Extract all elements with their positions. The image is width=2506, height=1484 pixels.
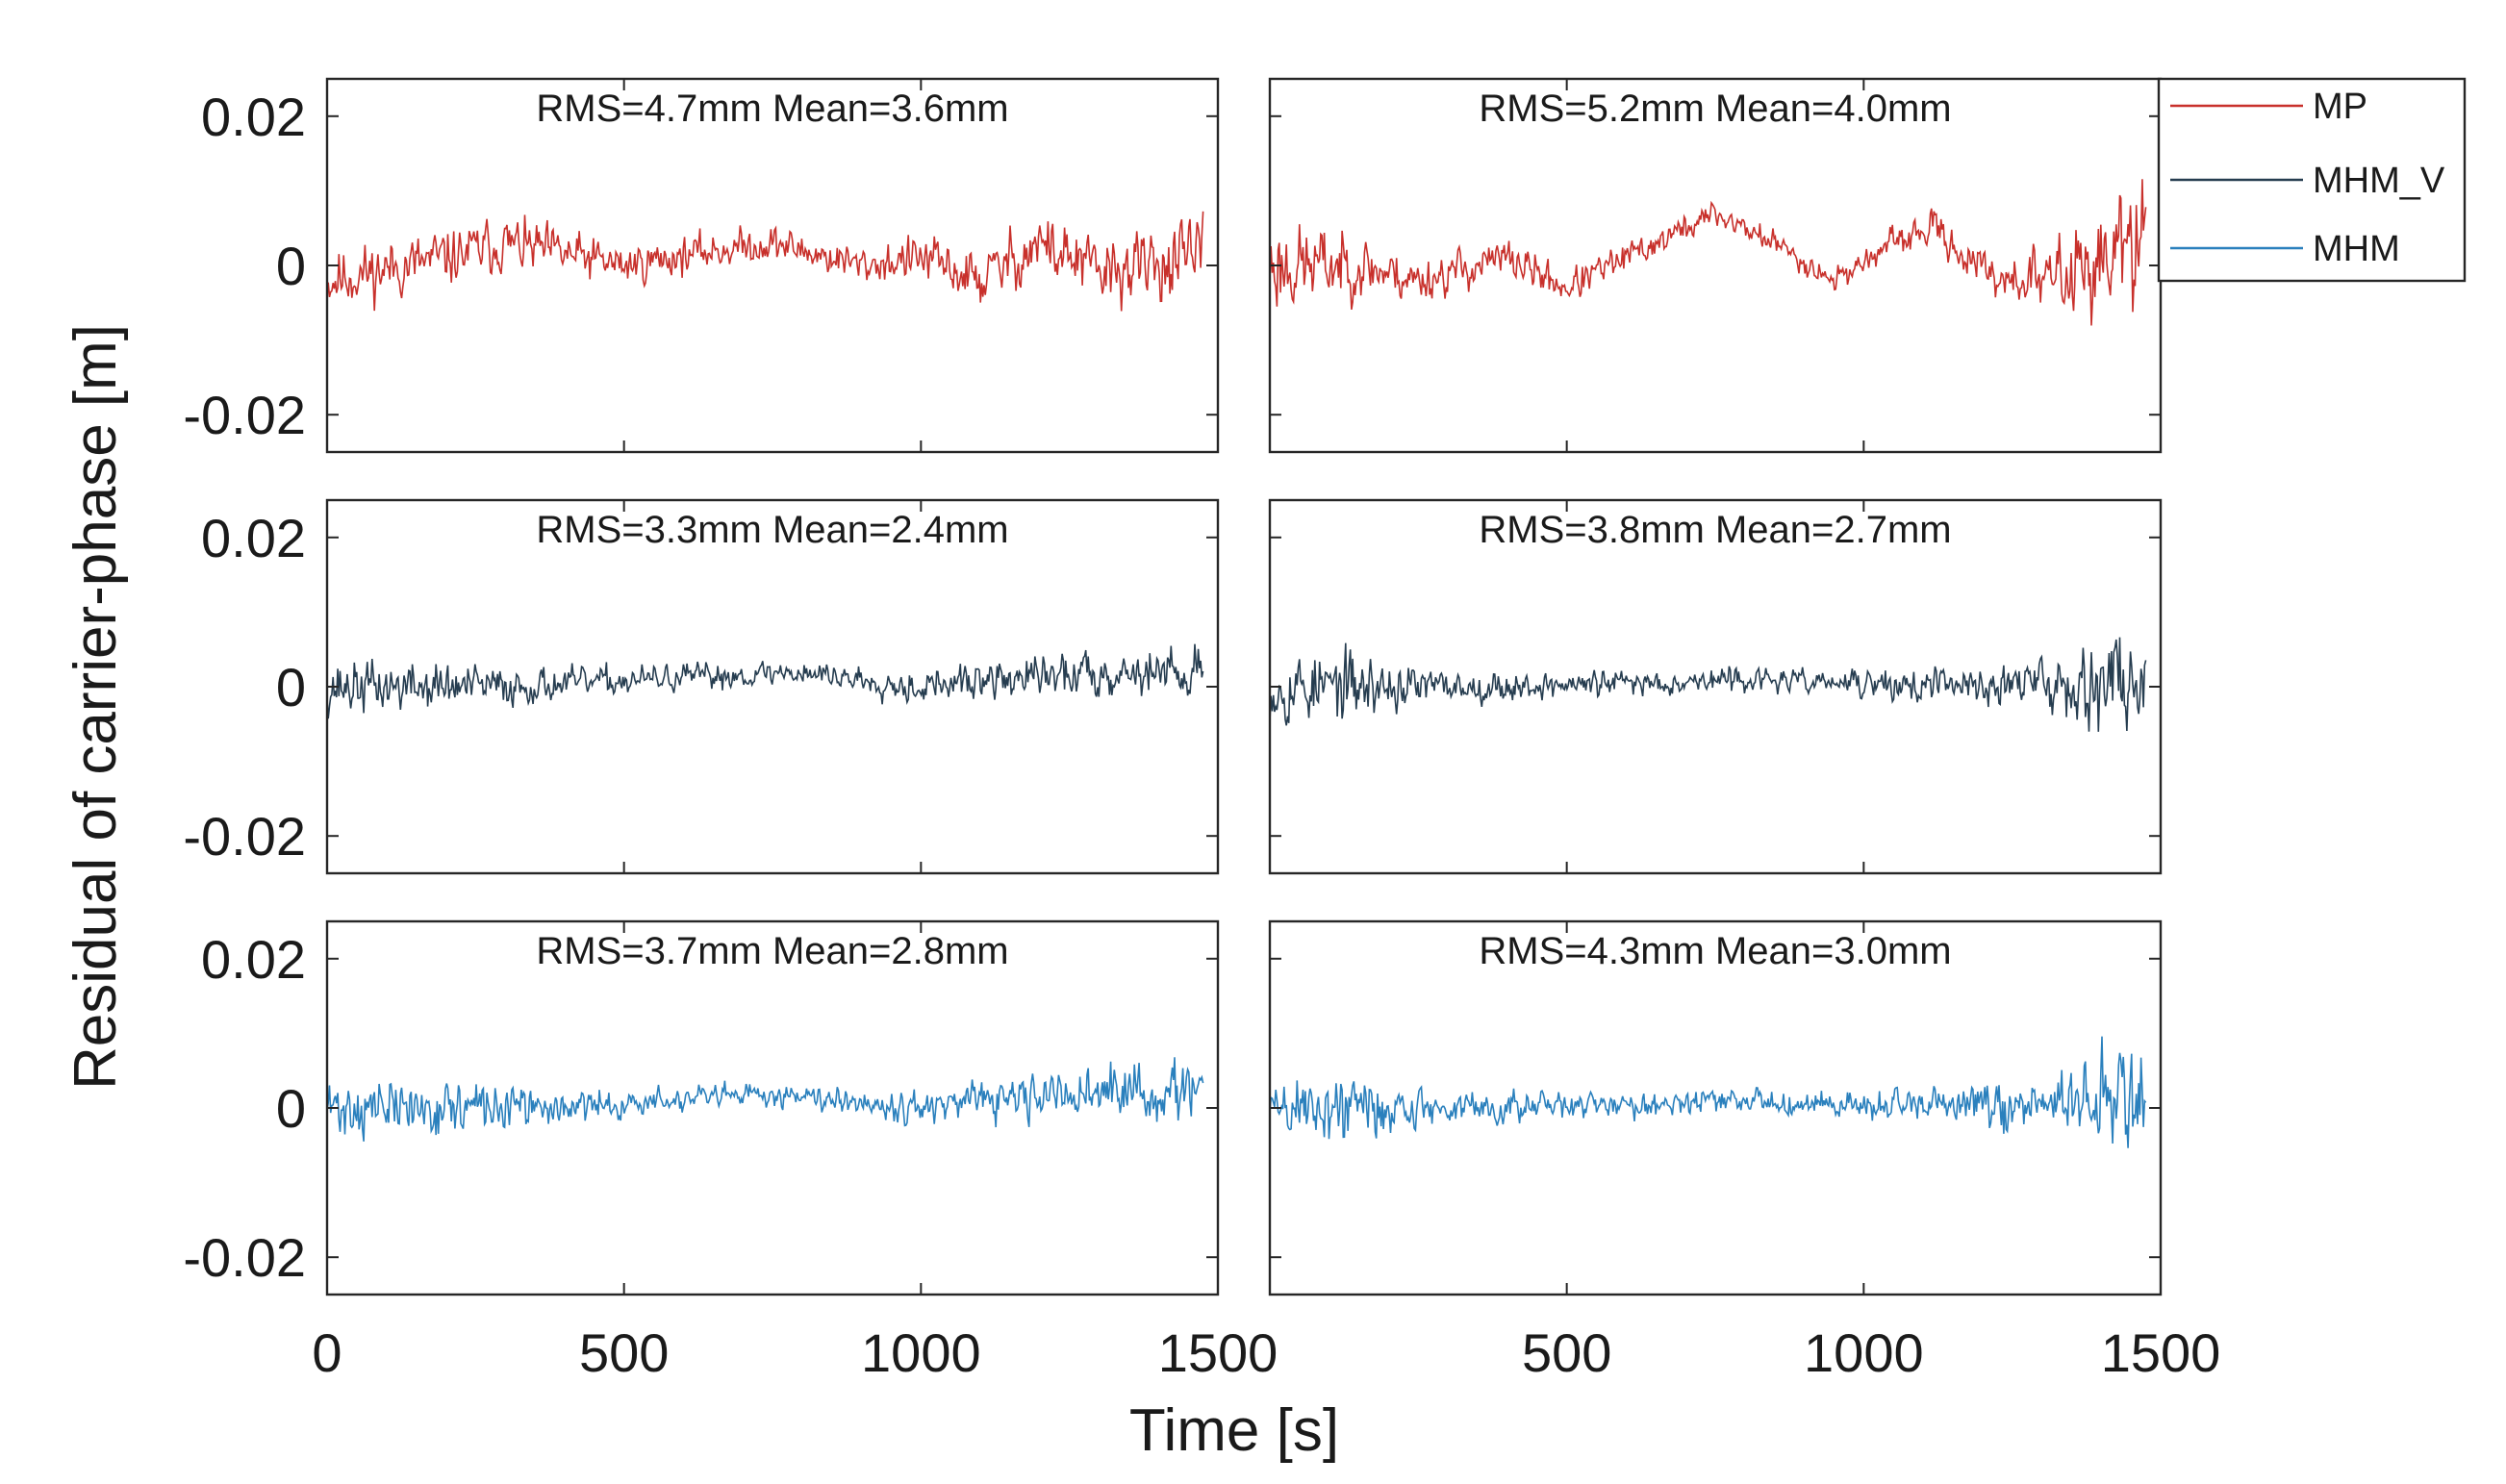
y-tick-label: 0.02 (201, 508, 306, 568)
stats-annotation: RMS=4.7mm Mean=3.6mm (536, 88, 1008, 130)
y-tick-label: 0 (276, 657, 306, 717)
legend-label-mp: MP (2313, 87, 2367, 127)
x-tick-label: 1500 (1158, 1322, 1278, 1383)
series-line-mhm (1270, 1036, 2147, 1148)
y-tick-label: -0.02 (183, 806, 306, 867)
stats-annotation: RMS=3.7mm Mean=2.8mm (536, 930, 1008, 972)
series-line-mp (327, 211, 1204, 312)
axes-frame (1268, 77, 2163, 454)
stats-annotation: RMS=5.2mm Mean=4.0mm (1479, 88, 1951, 130)
x-tick-label: 500 (1522, 1322, 1611, 1383)
x-tick-label: 500 (579, 1322, 669, 1383)
axes-frame (1268, 498, 2163, 875)
series-line-mhm-v (1270, 637, 2147, 732)
panel-2-1-mhm: 500 1000 1500 RMS=4.3mm Mean=3.0mm (1268, 919, 2221, 1383)
stats-annotation: RMS=3.3mm Mean=2.4mm (536, 509, 1008, 551)
y-tick-label: -0.02 (183, 385, 306, 445)
series-line-mhm (327, 1057, 1204, 1142)
panel-0-1-mp: RMS=5.2mm Mean=4.0mm (1268, 77, 2163, 454)
x-tick-label: 1000 (1804, 1322, 1924, 1383)
axes-frame (325, 77, 1220, 454)
legend-label-mhm: MHM (2313, 229, 2400, 269)
x-tick-label: 1000 (861, 1322, 981, 1383)
y-axis-title: Residual of carrier-phase [m] (63, 324, 129, 1090)
y-tick-label: 0 (276, 1078, 306, 1139)
x-tick-label: 1500 (2101, 1322, 2221, 1383)
y-tick-label: 0.02 (201, 87, 306, 147)
y-tick-label: 0 (276, 236, 306, 296)
x-tick-label: 0 (312, 1322, 342, 1383)
x-axis-title: Time [s] (1129, 1397, 1339, 1464)
panel-0-0-mp: -0.02 0 0.02 RMS=4.7mm Mean=3.6mm (183, 77, 1220, 454)
legend: MP MHM_V MHM (2157, 77, 2467, 283)
panel-1-0-mhm-v: -0.02 0 0.02 RMS=3.3mm Mean=2.4mm (183, 498, 1220, 875)
y-tick-label: -0.02 (183, 1227, 306, 1288)
y-tick-label: 0.02 (201, 929, 306, 990)
legend-label-mhm-v: MHM_V (2313, 161, 2445, 201)
series-line-mp (1270, 179, 2147, 326)
stats-annotation: RMS=3.8mm Mean=2.7mm (1479, 509, 1951, 551)
stats-annotation: RMS=4.3mm Mean=3.0mm (1479, 930, 1951, 972)
series-line-mhm-v (327, 643, 1204, 719)
panel-1-1-mhm-v: RMS=3.8mm Mean=2.7mm (1268, 498, 2163, 875)
